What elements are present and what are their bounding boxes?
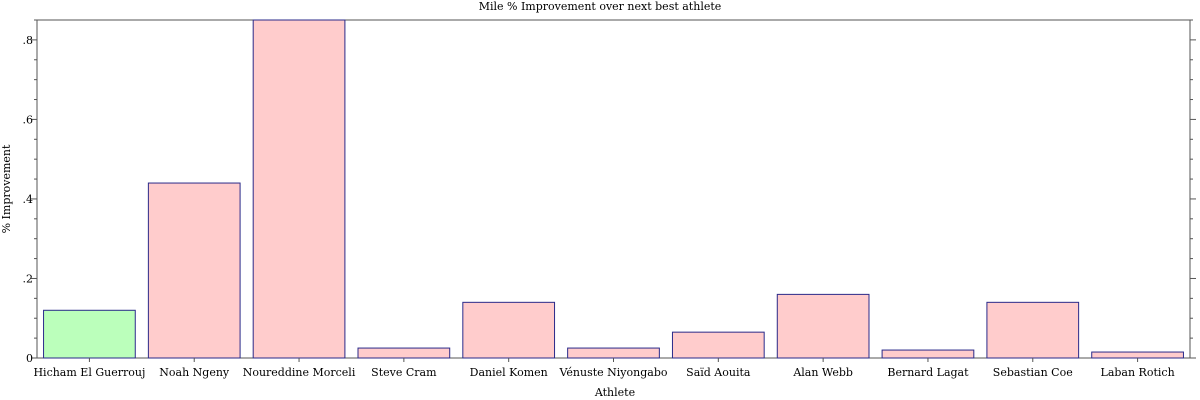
x-tick-label: Noah Ngeny [159,366,230,379]
x-axis-label: Athlete [594,386,635,399]
bar [986,301,1080,359]
chart-title: Mile % Improvement over next best athlet… [479,0,722,13]
x-tick-label: Daniel Komen [470,366,548,379]
bar [462,301,556,359]
bar [147,182,241,359]
y-tick-label: .6 [23,113,34,126]
x-tick-label: Steve Cram [371,366,437,379]
bar [567,347,660,359]
x-tick-label: Vénuste Niyongabo [558,366,667,379]
bar [357,347,451,359]
y-tick-label: .2 [23,272,34,285]
bar [881,349,975,359]
x-tick-label: Sebastian Coe [993,366,1073,379]
bar [252,19,346,359]
x-tick-label: Noureddine Morceli [243,366,356,379]
x-tick-label: Hicham El Guerrouj [33,366,145,379]
y-axis-label: % Improvement [0,144,13,233]
y-tick-label: .4 [23,193,34,206]
bar [776,293,870,359]
x-tick-label: Saïd Aouita [686,366,751,379]
y-tick-label: 0 [26,352,33,365]
bar [1091,351,1184,359]
plot-area: 0 .2 .4 .6 .8 Hicham El Guerrouj Noah Ngeny Nou… [23,19,1196,379]
y-tick-label: .8 [23,34,34,47]
x-tick-label: Bernard Lagat [887,366,969,379]
x-tick-label: Laban Rotich [1101,366,1175,379]
bar [671,331,765,359]
x-tick-label: Alan Webb [792,366,853,379]
bar [43,309,136,359]
